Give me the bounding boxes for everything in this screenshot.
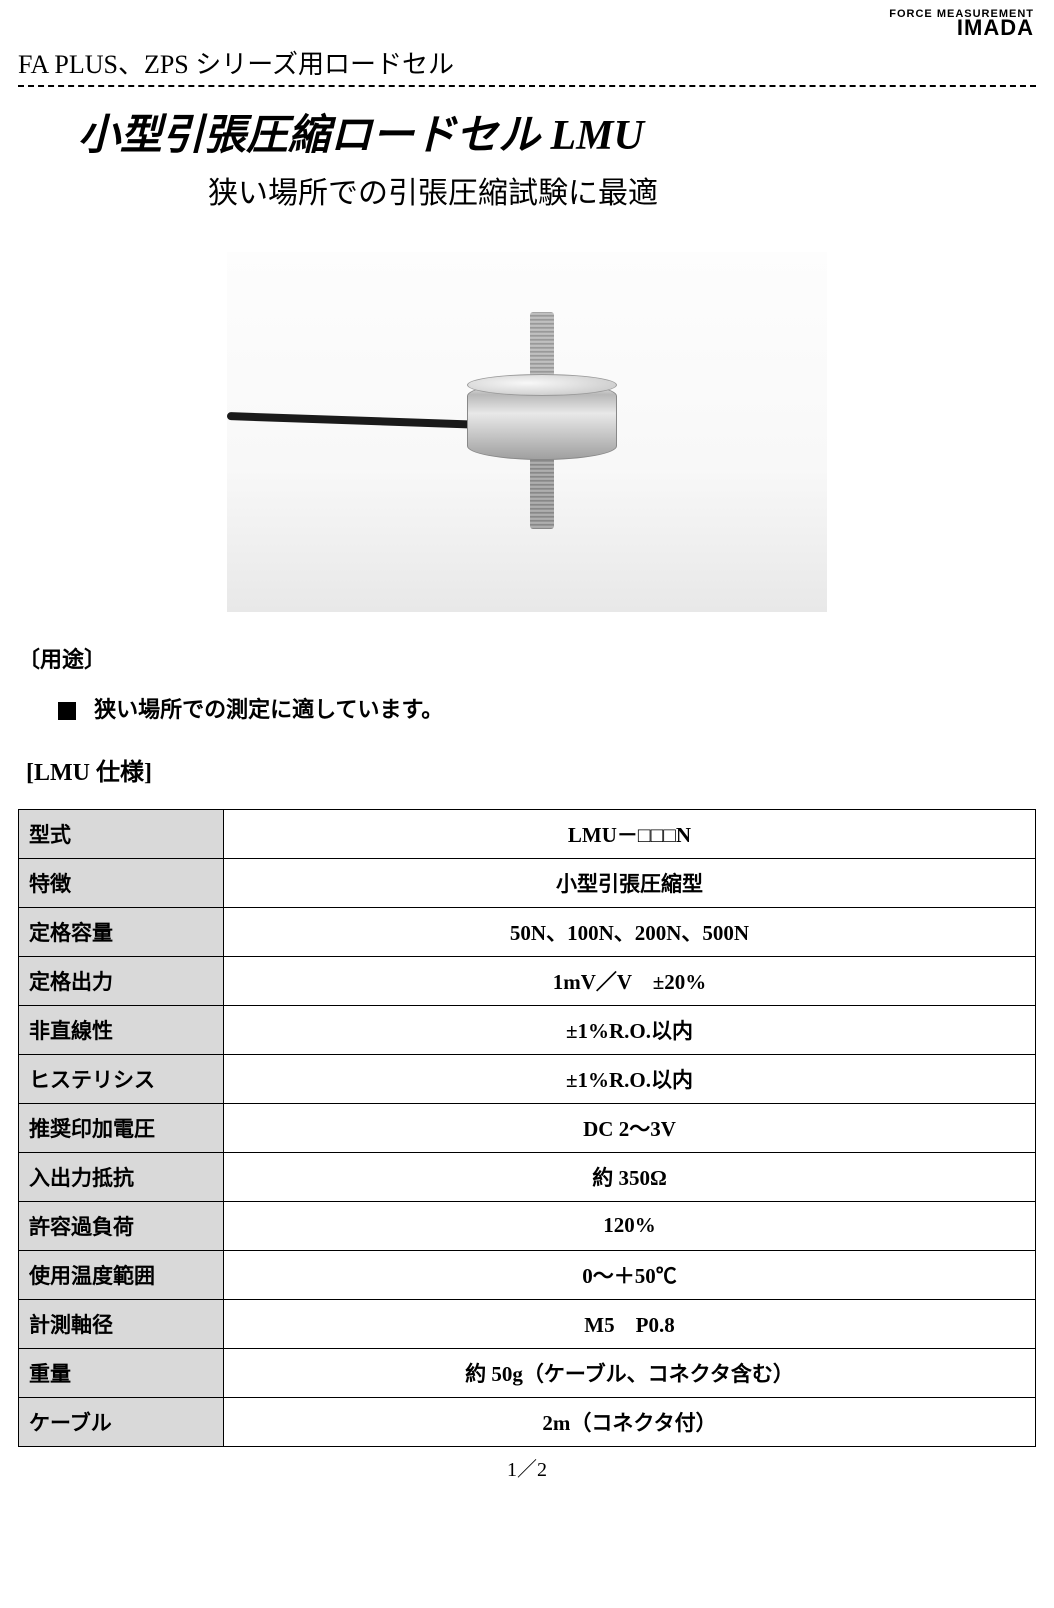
cable-graphic <box>227 412 472 429</box>
spec-value-cell: M5 P0.8 <box>224 1299 1036 1348</box>
table-row: 許容過負荷120% <box>19 1201 1036 1250</box>
spec-value-cell: LMU－□□□N <box>224 809 1036 858</box>
stud-bottom-graphic <box>530 457 554 529</box>
table-row: 型式LMU－□□□N <box>19 809 1036 858</box>
spec-value-cell: ±1%R.O.以内 <box>224 1054 1036 1103</box>
table-row: 計測軸径M5 P0.8 <box>19 1299 1036 1348</box>
usage-section-label: 〔用途〕 <box>18 642 1036 674</box>
spec-value-cell: 120% <box>224 1201 1036 1250</box>
spec-label-cell: 推奨印加電圧 <box>19 1103 224 1152</box>
spec-value-cell: ±1%R.O.以内 <box>224 1005 1036 1054</box>
logo-bottom-text: IMADA <box>18 18 1034 38</box>
spec-value-cell: 0～＋50℃ <box>224 1250 1036 1299</box>
usage-bullet-text: 狭い場所での測定に適しています。 <box>94 697 443 722</box>
spec-value-cell: 約 350Ω <box>224 1152 1036 1201</box>
table-row: 定格出力1mV／V ±20% <box>19 956 1036 1005</box>
table-row: 推奨印加電圧DC 2～3V <box>19 1103 1036 1152</box>
table-row: 特徴小型引張圧縮型 <box>19 858 1036 907</box>
spec-value-cell: 2m（コネクタ付） <box>224 1397 1036 1446</box>
table-row: 入出力抵抗約 350Ω <box>19 1152 1036 1201</box>
page-number: 1／2 <box>18 1453 1036 1482</box>
spec-label-cell: 型式 <box>19 809 224 858</box>
spec-label-cell: 重量 <box>19 1348 224 1397</box>
product-image <box>227 252 827 612</box>
header-divider <box>18 85 1036 87</box>
spec-value-cell: 約 50g（ケーブル、コネクタ含む） <box>224 1348 1036 1397</box>
spec-label-cell: 使用温度範囲 <box>19 1250 224 1299</box>
series-header: FA PLUS、ZPS シリーズ用ロードセル <box>18 44 1036 81</box>
table-row: 非直線性±1%R.O.以内 <box>19 1005 1036 1054</box>
table-row: 使用温度範囲0～＋50℃ <box>19 1250 1036 1299</box>
brand-logo: FORCE MEASUREMENT IMADA <box>18 8 1036 38</box>
square-bullet-icon <box>58 702 76 720</box>
usage-bullet-row: 狭い場所での測定に適しています。 <box>58 692 1036 724</box>
table-row: ヒステリシス±1%R.O.以内 <box>19 1054 1036 1103</box>
spec-label-cell: ヒステリシス <box>19 1054 224 1103</box>
spec-value-cell: DC 2～3V <box>224 1103 1036 1152</box>
spec-table: 型式LMU－□□□N特徴小型引張圧縮型定格容量50N、100N、200N、500… <box>18 809 1036 1447</box>
spec-label-cell: 非直線性 <box>19 1005 224 1054</box>
spec-value-cell: 50N、100N、200N、500N <box>224 907 1036 956</box>
loadcell-top-graphic <box>467 374 617 396</box>
spec-section-label: [LMU 仕様] <box>26 752 1036 787</box>
table-row: 定格容量50N、100N、200N、500N <box>19 907 1036 956</box>
spec-label-cell: 特徴 <box>19 858 224 907</box>
document-subtitle: 狭い場所での引張圧縮試験に最適 <box>208 168 1036 212</box>
spec-label-cell: 定格出力 <box>19 956 224 1005</box>
spec-label-cell: ケーブル <box>19 1397 224 1446</box>
spec-label-cell: 計測軸径 <box>19 1299 224 1348</box>
spec-label-cell: 許容過負荷 <box>19 1201 224 1250</box>
table-row: ケーブル2m（コネクタ付） <box>19 1397 1036 1446</box>
document-title: 小型引張圧縮ロードセル LMU <box>78 101 1036 162</box>
product-image-container <box>18 252 1036 612</box>
spec-label-cell: 定格容量 <box>19 907 224 956</box>
stud-top-graphic <box>530 312 554 384</box>
spec-value-cell: 1mV／V ±20% <box>224 956 1036 1005</box>
spec-label-cell: 入出力抵抗 <box>19 1152 224 1201</box>
spec-value-cell: 小型引張圧縮型 <box>224 858 1036 907</box>
table-row: 重量約 50g（ケーブル、コネクタ含む） <box>19 1348 1036 1397</box>
